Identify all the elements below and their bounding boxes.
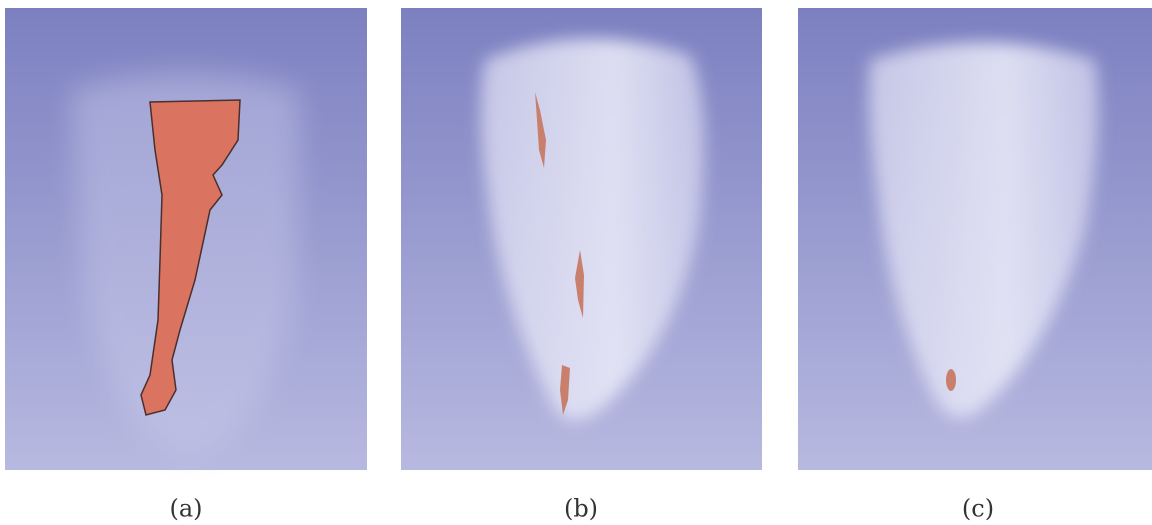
canal-fragment <box>946 369 956 391</box>
panel-c: (c) <box>798 8 1152 523</box>
page: (a) (b) (c) (() => { const data = JSON.p… <box>0 0 1152 525</box>
figure: (a) (b) (c) <box>0 0 1152 525</box>
panel-label: (c) <box>962 495 994 523</box>
panel-label: (b) <box>564 495 598 523</box>
panel-label: (a) <box>169 495 202 523</box>
panel-a: (a) <box>5 8 367 523</box>
panel-b: (b) <box>401 8 762 523</box>
